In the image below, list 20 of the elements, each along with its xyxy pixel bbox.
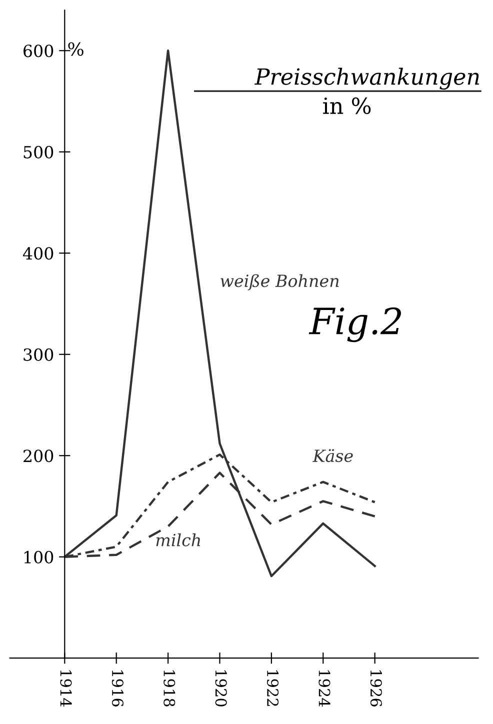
text: in % <box>323 97 371 114</box>
x-tick-label: 1918 <box>164 670 176 706</box>
x-tick-label: 1920 <box>215 670 227 706</box>
annotation: Fig.2 <box>308 307 401 342</box>
x-tick-label: 1916 <box>112 670 124 706</box>
x-tick-label: 1924 <box>318 670 330 707</box>
y-tick-label: 600 <box>24 44 54 58</box>
series-label: Käse <box>312 449 353 462</box>
x-tick-label: 1914 <box>60 670 72 707</box>
x-tick-label: 1926 <box>370 670 382 706</box>
series-label: weiße Bohnen <box>220 274 339 290</box>
y-tick-label: 200 <box>24 450 54 462</box>
series-label: milch <box>156 533 200 546</box>
y-axis-title: % <box>68 42 84 56</box>
text: Preisschwankungen <box>254 68 479 90</box>
y-tick-label: 100 <box>24 550 54 564</box>
x-tick-label: 1922 <box>267 670 279 706</box>
y-tick-label: 500 <box>24 146 54 158</box>
y-tick-label: 400 <box>22 247 54 260</box>
y-tick-label: 300 <box>24 348 54 361</box>
